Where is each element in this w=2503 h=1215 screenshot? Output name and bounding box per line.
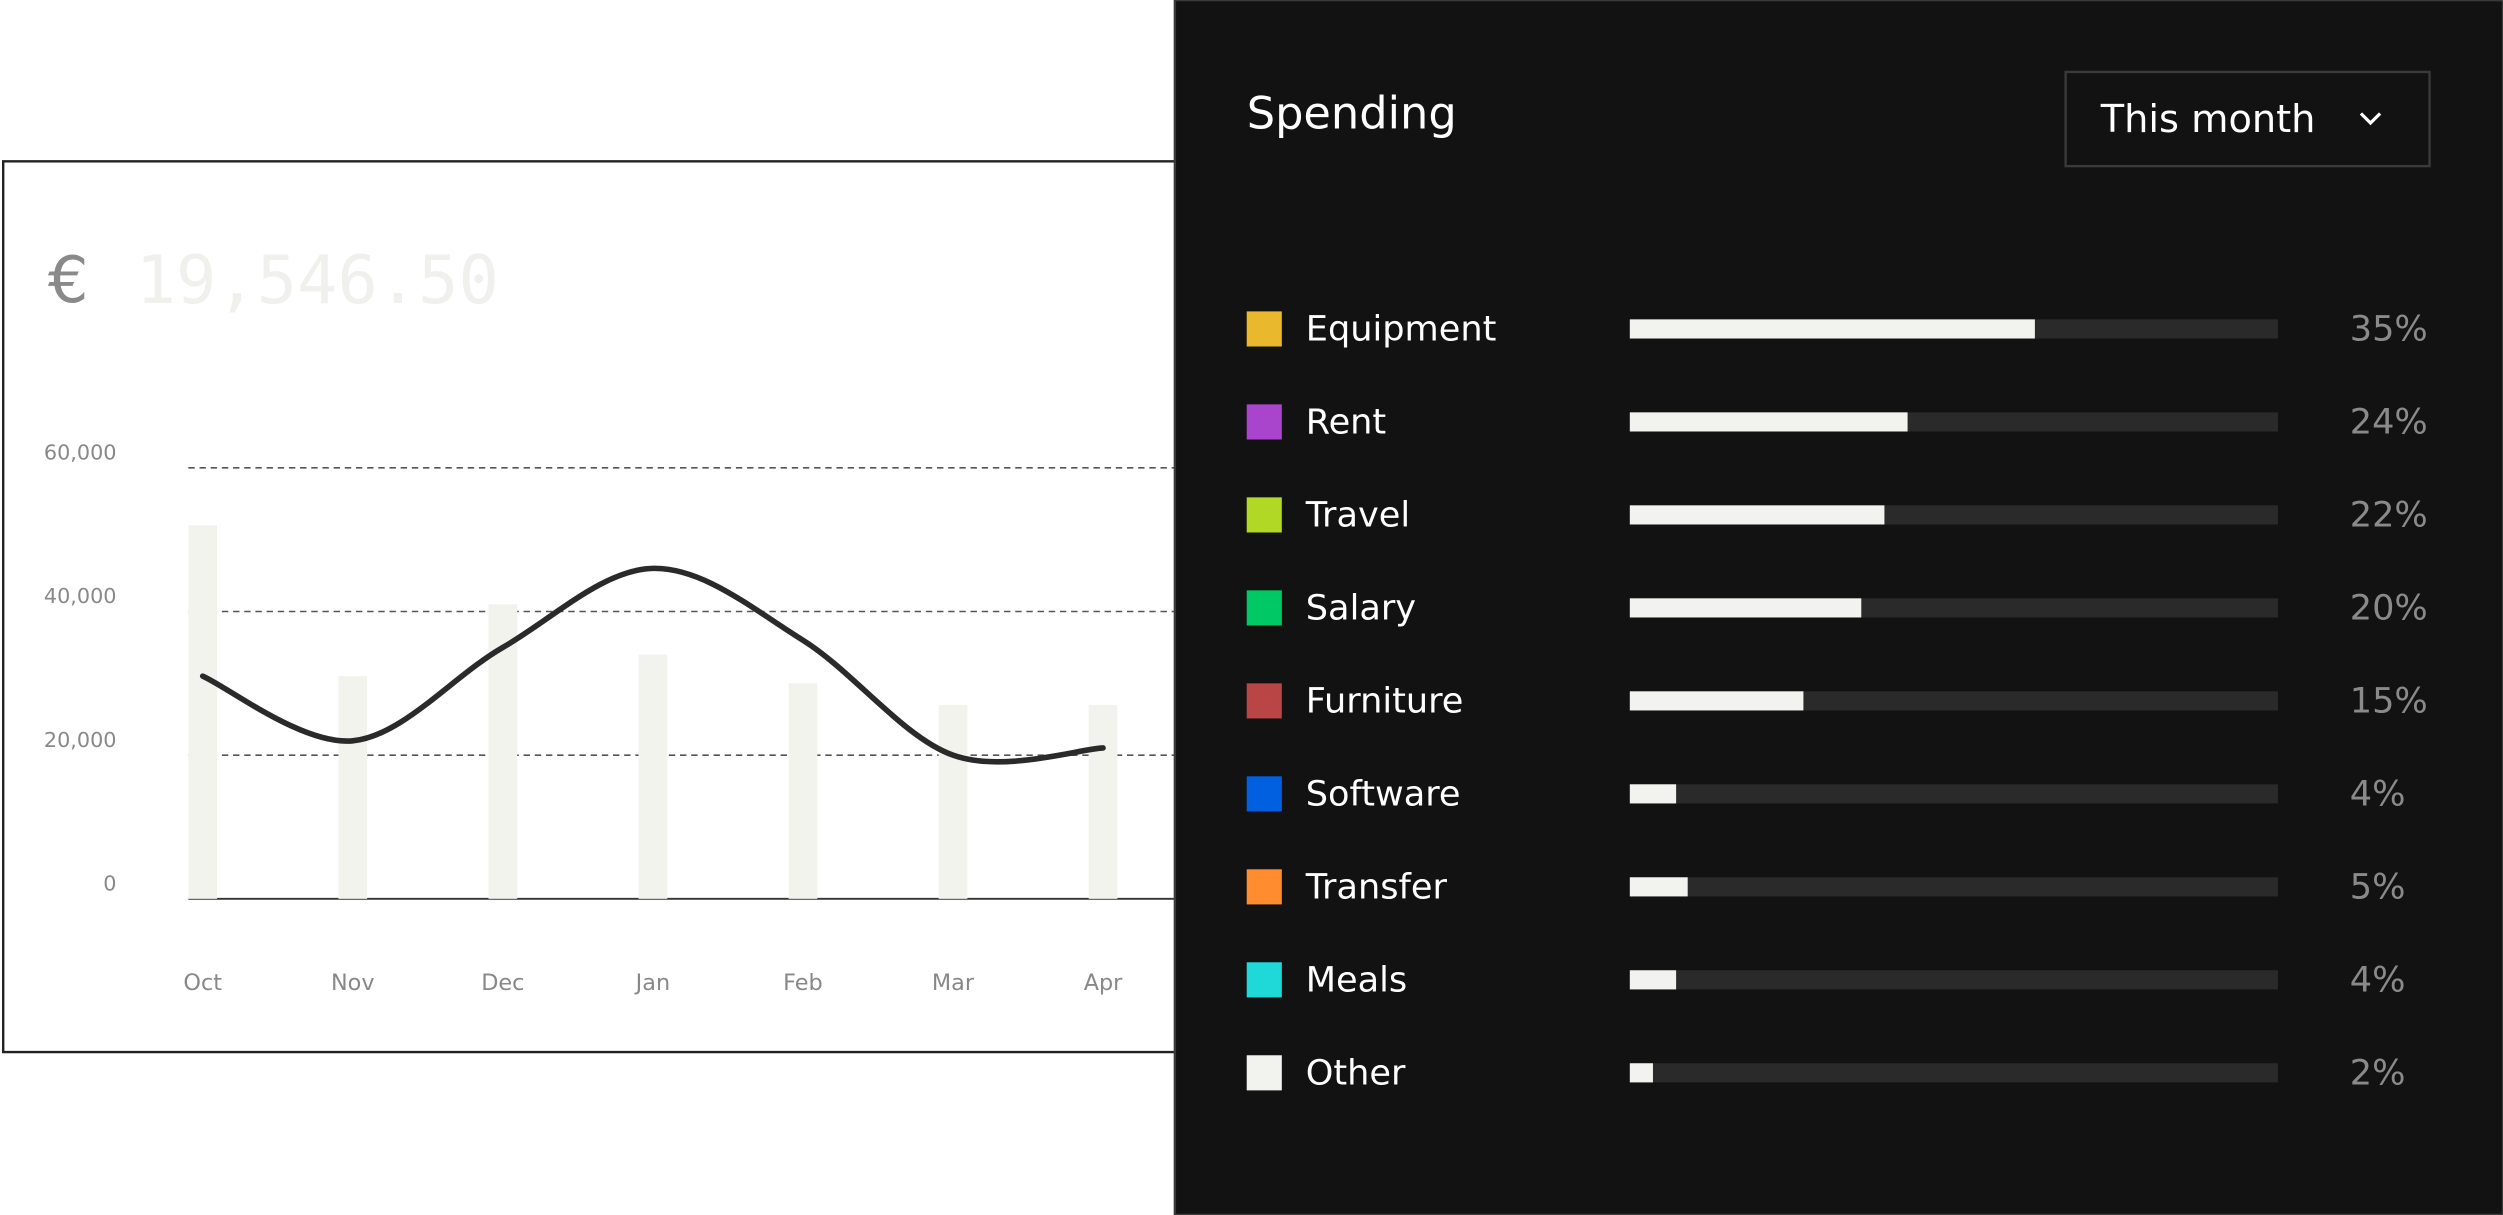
- percent-label: 5%: [2350, 866, 2406, 907]
- category-name: Other: [1306, 1052, 1406, 1093]
- percent-label: 15%: [2350, 680, 2428, 721]
- x-tick-label: Mar: [932, 970, 975, 996]
- y-tick-label: 20,000: [44, 728, 117, 752]
- spending-panel: Spending This month Equipment 35% Rent 24% T…: [1173, 0, 2503, 1215]
- x-tick-label: Feb: [783, 970, 823, 996]
- legend-swatch: [1246, 1055, 1282, 1091]
- category-name: Meals: [1306, 959, 1407, 1000]
- bar-fill: [1629, 598, 1862, 618]
- bar-fill: [1629, 505, 1885, 525]
- y-tick-label: 40,000: [44, 584, 117, 608]
- x-tick-label: Dec: [481, 970, 524, 996]
- legend-swatch: [1246, 869, 1282, 905]
- percent-label: 20%: [2350, 587, 2428, 628]
- currency: €: [48, 244, 89, 318]
- bar: [188, 525, 218, 899]
- percent-label: 35%: [2350, 309, 2428, 350]
- category-name: Travel: [1305, 495, 1410, 536]
- percent-label: 4%: [2350, 959, 2406, 1000]
- x-tick-label: Oct: [183, 970, 222, 996]
- legend-swatch: [1246, 497, 1282, 533]
- category-name: Furniture: [1306, 680, 1464, 721]
- bar-fill: [1629, 784, 1677, 804]
- bar-fill: [1629, 691, 1804, 711]
- bar-track: [1629, 1063, 2278, 1083]
- percent-label: 24%: [2350, 402, 2428, 443]
- line: [199, 565, 1106, 765]
- percent-label: 22%: [2350, 495, 2428, 536]
- bar-fill: [1629, 970, 1677, 990]
- period-dropdown[interactable]: [2064, 70, 2431, 168]
- category-name: Equipment: [1306, 309, 1497, 350]
- bar-track: [1629, 970, 2278, 990]
- y-tick-label: 0: [103, 871, 116, 895]
- legend-swatch: [1246, 311, 1282, 347]
- bar-fill: [1629, 877, 1688, 897]
- bar-track: [1629, 877, 2278, 897]
- legend-swatch: [1246, 962, 1282, 998]
- bar-track: [1629, 784, 2278, 804]
- category-name: Transfer: [1305, 866, 1448, 907]
- y-tick-label: 60,000: [44, 440, 117, 464]
- legend-swatch: [1246, 683, 1282, 719]
- percent-label: 4%: [2350, 773, 2406, 814]
- bar: [938, 704, 968, 899]
- x-tick-label: Jan: [634, 970, 670, 996]
- legend-swatch: [1246, 776, 1282, 812]
- chevron[interactable]: [2359, 112, 2382, 126]
- bar-fill: [1629, 412, 1908, 432]
- category-name: Salary: [1306, 587, 1416, 628]
- x-tick-label: Apr: [1084, 970, 1123, 996]
- bar: [638, 654, 668, 899]
- legend-swatch: [1246, 590, 1282, 626]
- x-tick-label: Nov: [331, 970, 375, 996]
- bar: [788, 683, 818, 899]
- percent-label: 2%: [2350, 1052, 2406, 1093]
- chart: 0 20,000 40,000 60,000 Oct Nov Dec Jan Feb Mar Apr: [44, 440, 1175, 996]
- panel-title: Spending: [1247, 88, 1457, 140]
- bar: [338, 676, 368, 899]
- category-name: Software: [1306, 773, 1461, 814]
- period-label[interactable]: This month: [2100, 97, 2316, 142]
- amount: 19,546.50: [136, 241, 499, 319]
- bar-fill: [1629, 319, 2035, 339]
- category-name: Rent: [1306, 402, 1386, 443]
- legend-swatch: [1246, 404, 1282, 440]
- bar: [1088, 704, 1118, 899]
- bar-fill: [1629, 1063, 1653, 1083]
